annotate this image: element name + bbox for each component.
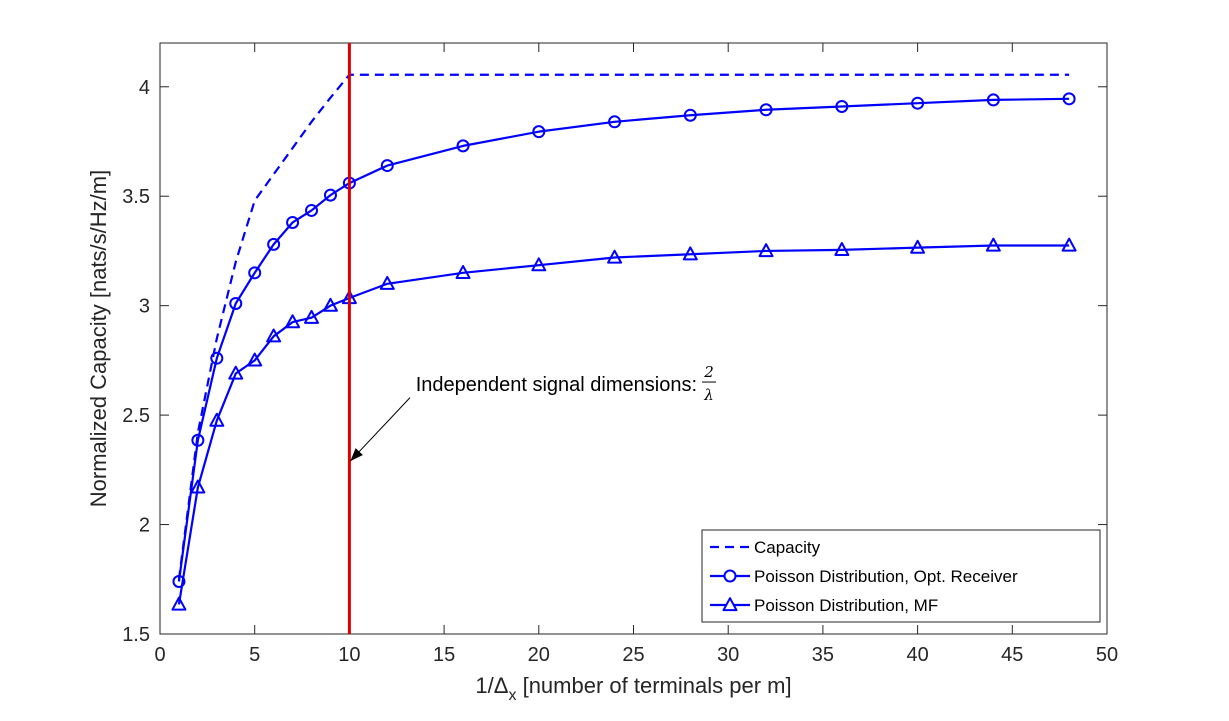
- legend-entry-1: Poisson Distribution, Opt. Receiver: [710, 567, 1018, 586]
- x-tick-label: 20: [528, 644, 550, 666]
- y-tick-label: 2: [139, 515, 150, 537]
- data-point: [834, 242, 850, 256]
- data-point: [455, 265, 471, 279]
- series-2: [171, 237, 1077, 611]
- x-tick-label: 30: [717, 644, 739, 666]
- x-tick-label: 40: [906, 644, 928, 666]
- x-tick-label: 25: [622, 644, 644, 666]
- data-point: [209, 412, 225, 427]
- data-point: [191, 433, 205, 447]
- data-point: [266, 328, 282, 343]
- data-point: [322, 297, 338, 312]
- data-point: [304, 309, 320, 324]
- annotation-fraction-numerator: 2: [703, 363, 714, 381]
- x-axis: 0 5 10 15 20 25 30 35 40 45 50: [154, 43, 1118, 666]
- annotation-text: Independent signal dimensions:: [416, 374, 697, 396]
- data-point: [532, 125, 546, 139]
- data-point: [380, 159, 394, 173]
- x-tick-label: 5: [249, 644, 260, 666]
- data-point: [228, 365, 244, 380]
- legend-box: [701, 529, 1101, 623]
- data-point: [1062, 92, 1076, 106]
- y-axis-title: Normalized Capacity [nats/s/Hz/m]: [86, 170, 111, 507]
- data-point: [305, 203, 319, 217]
- annotation-arrowhead: [350, 448, 363, 462]
- data-point: [911, 96, 925, 110]
- data-point: [285, 314, 301, 329]
- data-point: [190, 479, 206, 494]
- annotation-fraction-denominator: λ: [703, 386, 714, 404]
- annotation-arrow: [349, 397, 411, 462]
- legend: Capacity Poisson Distribution, Opt. Recei…: [701, 529, 1101, 623]
- legend-entry-2: Poisson Distribution, MF: [710, 596, 938, 615]
- data-point: [229, 296, 243, 310]
- x-tick-label: 50: [1096, 644, 1118, 666]
- x-tick-label: 45: [1001, 644, 1023, 666]
- data-point: [607, 249, 623, 264]
- data-point: [682, 246, 698, 261]
- y-tick-label: 4: [139, 77, 150, 99]
- data-point: [608, 115, 622, 129]
- data-point: [323, 188, 337, 202]
- data-point: [267, 237, 281, 251]
- y-tick-label: 3: [139, 296, 150, 318]
- data-point: [986, 93, 1000, 107]
- legend-label: Capacity: [754, 538, 821, 557]
- legend-label: Poisson Distribution, Opt. Receiver: [754, 567, 1018, 586]
- y-axis: 1.5 2 2.5 3 3.5 4: [122, 77, 1107, 646]
- legend-marker: [722, 597, 738, 612]
- data-point: [1061, 237, 1077, 252]
- legend-marker: [723, 569, 737, 583]
- data-point: [758, 243, 774, 258]
- data-point: [683, 108, 697, 122]
- data-point: [456, 139, 470, 153]
- x-tick-label: 10: [338, 644, 360, 666]
- annotation: Independent signal dimensions: 2 λ: [349, 363, 717, 462]
- legend-label: Poisson Distribution, MF: [754, 596, 938, 615]
- data-point: [171, 596, 187, 611]
- series-0: [177, 73, 1070, 580]
- x-tick-label: 35: [812, 644, 834, 666]
- legend-entry-0: Capacity: [710, 538, 821, 557]
- data-point: [379, 275, 395, 290]
- data-point: [531, 257, 547, 272]
- data-point: [172, 574, 186, 588]
- data-point: [247, 352, 263, 367]
- data-point: [210, 351, 224, 365]
- x-tick-label: 0: [154, 644, 165, 666]
- data-point: [985, 237, 1001, 252]
- data-point: [248, 266, 262, 280]
- data-point: [759, 103, 773, 117]
- data-point: [910, 239, 926, 254]
- series-line: [177, 73, 1070, 580]
- x-tick-label: 15: [433, 644, 455, 666]
- data-point: [286, 215, 300, 229]
- data-point: [835, 99, 849, 113]
- y-tick-label: 2.5: [122, 405, 150, 427]
- x-axis-title: 1/Δx [number of terminals per m]: [475, 673, 791, 704]
- y-tick-label: 3.5: [122, 186, 150, 208]
- y-tick-label: 1.5: [122, 624, 150, 646]
